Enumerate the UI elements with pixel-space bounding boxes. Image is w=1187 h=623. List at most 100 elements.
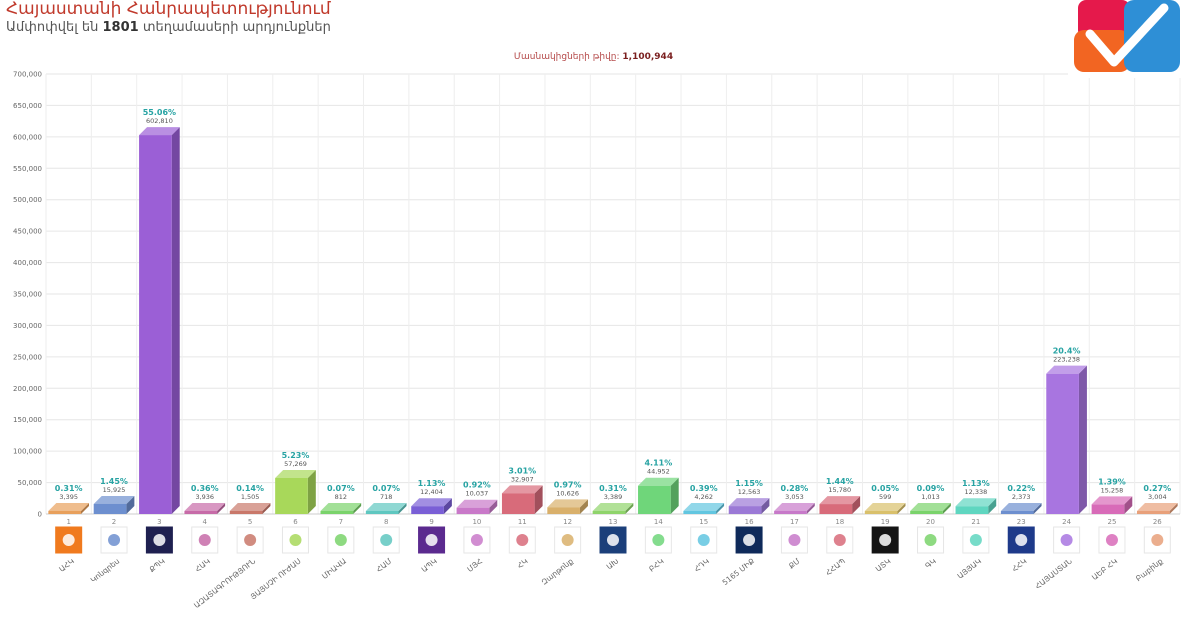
- bar-side: [852, 496, 861, 514]
- party-logo-mark: [470, 534, 483, 546]
- value-label: 4,262: [694, 493, 713, 501]
- bar-side: [171, 127, 180, 515]
- party-number: 5: [248, 518, 252, 526]
- bar-top: [411, 498, 452, 507]
- party-logo-mark: [1015, 534, 1028, 546]
- party-number: 21: [971, 518, 980, 526]
- category-label: ՄԻԱՎԱ: [320, 556, 348, 581]
- bar-side: [942, 503, 951, 514]
- value-label: 599: [879, 493, 891, 501]
- party-number: 20: [926, 518, 935, 526]
- bar: [48, 511, 82, 514]
- bar-top: [728, 498, 770, 507]
- y-tick-label: 200,000: [13, 385, 42, 393]
- value-label: 10,037: [466, 490, 489, 498]
- bar-side: [806, 503, 815, 514]
- y-tick-label: 450,000: [13, 228, 42, 236]
- percent-label: 0.22%: [1007, 484, 1035, 493]
- y-tick-label: 550,000: [13, 165, 42, 173]
- percent-label: 20.4%: [1053, 347, 1081, 356]
- bar-top: [229, 503, 271, 511]
- party-logo-mark: [607, 534, 619, 546]
- bar-top: [774, 503, 815, 511]
- party-logo-mark: [561, 534, 574, 546]
- chart-subtitle: Ամփոփվել են 1801 տեղամասերի արդյունքներ: [6, 19, 331, 37]
- party-number: 26: [1153, 518, 1162, 526]
- bar: [1046, 373, 1079, 514]
- value-label: 2,373: [1012, 493, 1031, 501]
- value-label: 57,269: [284, 460, 307, 468]
- bar-top: [365, 503, 407, 511]
- value-label: 602,810: [146, 117, 173, 125]
- bar-top: [1046, 365, 1087, 374]
- category-label: ԱԽ: [605, 556, 621, 571]
- value-label: 718: [380, 493, 392, 501]
- party-logo-mark: [652, 534, 665, 546]
- party-logo-mark: [516, 534, 529, 546]
- bar-side: [81, 503, 90, 514]
- percent-label: 0.09%: [917, 484, 945, 493]
- party-number: 24: [1062, 518, 1071, 526]
- bar-side: [1169, 503, 1178, 514]
- bar: [864, 511, 898, 514]
- bar-side: [579, 499, 588, 514]
- bar: [1091, 504, 1125, 514]
- percent-label: 1.13%: [418, 479, 446, 488]
- party-number: 23: [1017, 518, 1026, 526]
- party-logo-mark: [153, 534, 166, 546]
- bar-top: [93, 495, 135, 504]
- bar: [774, 511, 807, 514]
- subtitle-prefix: Ամփոփվել են: [6, 20, 103, 35]
- category-label: ՀՀԿ: [1010, 556, 1028, 573]
- party-number: 1: [66, 518, 70, 526]
- category-label: ԳԿ: [923, 556, 937, 570]
- percent-label: 0.31%: [599, 484, 627, 493]
- y-tick-label: 50,000: [18, 479, 43, 487]
- value-label: 12,563: [738, 488, 761, 496]
- party-number: 3: [157, 518, 161, 526]
- bar-side: [534, 485, 543, 514]
- party-number: 17: [790, 518, 799, 526]
- category-label: ԱԵԲ ՀԿ: [1090, 556, 1119, 582]
- party-number: 18: [835, 518, 844, 526]
- bar: [547, 507, 580, 514]
- value-label: 15,780: [828, 486, 851, 494]
- y-tick-label: 600,000: [13, 133, 42, 141]
- bar: [275, 478, 308, 514]
- value-label: 15,258: [1101, 486, 1124, 494]
- value-label: 3,004: [1148, 493, 1167, 501]
- bar: [728, 506, 762, 514]
- y-tick-label: 150,000: [13, 416, 42, 424]
- party-number: 12: [563, 518, 572, 526]
- bar-top: [1000, 503, 1042, 511]
- broadcaster-logo: [1068, 0, 1184, 78]
- y-tick-label: 400,000: [13, 259, 42, 267]
- bar-side: [1124, 496, 1133, 514]
- bar-top: [683, 503, 725, 511]
- party-logo-mark: [743, 534, 756, 546]
- category-label: ՀԿ: [515, 556, 529, 570]
- party-logo-mark: [969, 534, 982, 546]
- bar-side: [398, 503, 407, 514]
- bar-side: [126, 495, 135, 514]
- bar: [93, 503, 127, 514]
- category-label: ՔՄ: [787, 556, 802, 570]
- category-label: ՀԱԿ: [193, 556, 212, 573]
- party-logo-icon: [962, 526, 990, 554]
- percent-label: 0.92%: [463, 481, 491, 490]
- bar: [501, 493, 535, 514]
- percent-label: 1.39%: [1098, 477, 1126, 486]
- bar: [955, 506, 989, 514]
- category-label: ԱՊԿ: [420, 556, 439, 574]
- category-label: ՔՊԿ: [148, 556, 167, 574]
- percent-label: 0.27%: [1143, 484, 1171, 493]
- y-tick-label: 0: [38, 511, 42, 519]
- bar-side: [988, 498, 997, 514]
- bar: [229, 511, 263, 514]
- y-tick-label: 500,000: [13, 196, 42, 204]
- bar: [411, 506, 444, 514]
- value-label: 1,013: [921, 493, 940, 501]
- party-number: 4: [203, 518, 208, 526]
- party-number: 10: [472, 518, 481, 526]
- value-label: 12,338: [965, 488, 988, 496]
